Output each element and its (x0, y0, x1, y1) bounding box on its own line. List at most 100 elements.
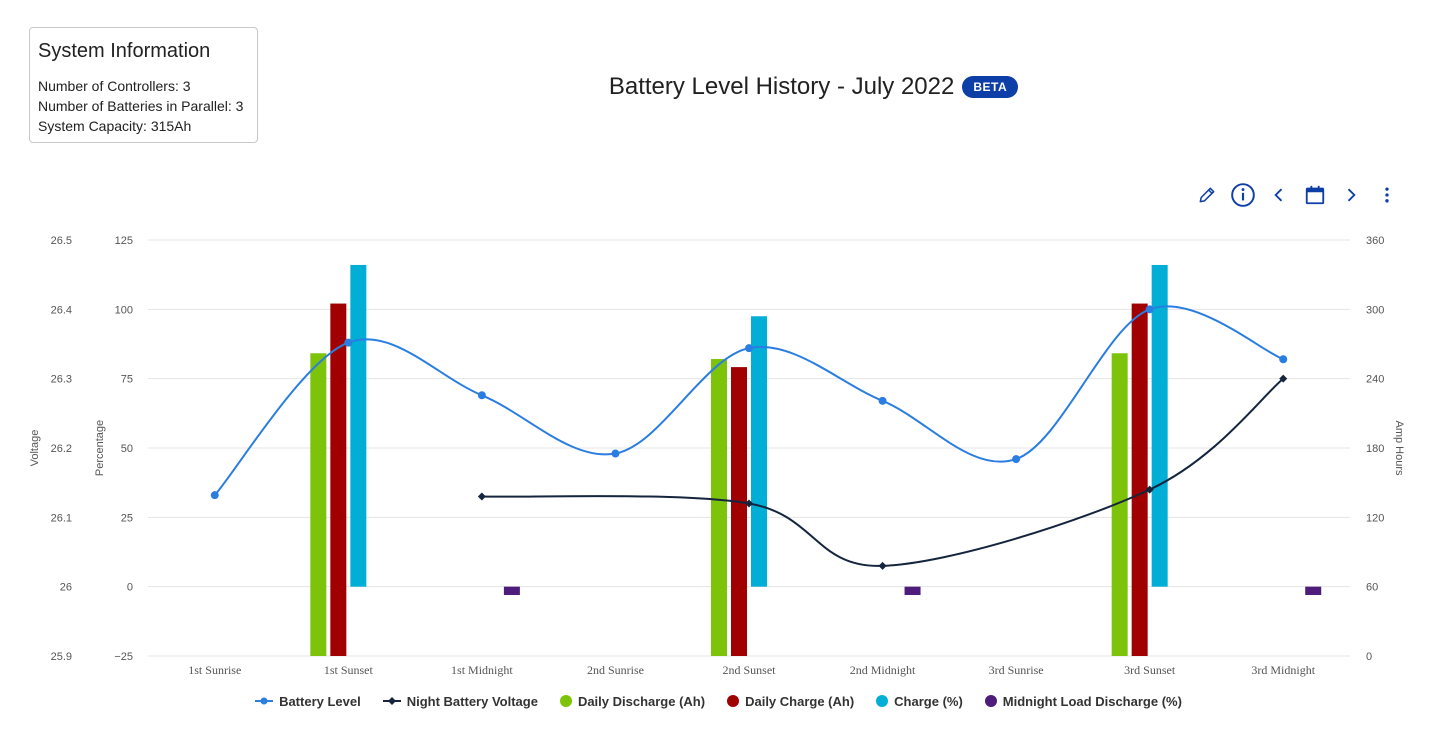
bar-daily-charge-ah (330, 303, 347, 656)
x-tick-label: 2nd Sunrise (587, 663, 644, 677)
legend-label: Daily Charge (Ah) (745, 693, 855, 709)
voltage-axis-label: Voltage (29, 430, 41, 467)
legend-label: Charge (%) (894, 693, 963, 709)
beta-badge: BETA (962, 76, 1019, 98)
legend-item-night-battery-voltage[interactable]: Night Battery Voltage (382, 693, 538, 709)
voltage-tick-label: 26 (60, 582, 72, 594)
battery-level-point (210, 491, 219, 500)
next-month-button[interactable] (1336, 180, 1366, 210)
voltage-tick-label: 25.9 (51, 651, 72, 663)
chart-toolbar (1190, 180, 1400, 210)
night-battery-voltage-point (745, 499, 753, 508)
x-tick-label: 1st Sunset (324, 663, 374, 677)
legend-marker (255, 697, 274, 705)
amp-hours-tick-label: 360 (1366, 235, 1384, 247)
more-vertical-icon (1385, 187, 1389, 203)
bar-midnight-load-discharge (904, 586, 921, 595)
system-capacity: System Capacity: 315Ah (38, 118, 192, 134)
amp-hours-tick-label: 120 (1366, 512, 1384, 524)
edit-button[interactable] (1192, 180, 1222, 210)
legend-marker (382, 697, 401, 705)
x-tick-label: 3rd Sunrise (989, 663, 1044, 677)
legend-label: Night Battery Voltage (406, 693, 538, 709)
x-tick-label: 1st Midnight (451, 663, 513, 677)
chart-header: Battery Level History - July 2022 BETA (0, 70, 1437, 104)
night-battery-voltage-point (1145, 485, 1154, 494)
voltage-tick-label: 26.5 (51, 235, 72, 247)
amp-hours-tick-label: 240 (1366, 374, 1384, 386)
bar-daily-discharge-ah (1111, 353, 1128, 656)
info-button[interactable] (1228, 180, 1258, 210)
voltage-tick-label: 26.1 (51, 512, 72, 524)
night-battery-voltage-point (878, 561, 887, 570)
chevron-left-icon (1274, 188, 1283, 202)
calendar-button[interactable] (1300, 180, 1330, 210)
percentage-tick-label: 25 (121, 512, 133, 524)
x-tick-label: 3rd Sunset (1124, 663, 1176, 677)
legend-marker (559, 695, 572, 707)
bar-charge (1151, 264, 1168, 587)
percentage-tick-label: 75 (121, 374, 133, 386)
percentage-tick-label: 125 (115, 235, 133, 247)
controllers-count: Number of Controllers: 3 (38, 78, 191, 94)
bar-midnight-load-discharge (1305, 586, 1322, 595)
battery-level-point (477, 391, 486, 400)
info-icon (1231, 183, 1255, 207)
legend-item-battery-level[interactable]: Battery Level (255, 694, 361, 709)
previous-month-button[interactable] (1264, 180, 1294, 210)
legend-marker (984, 695, 997, 707)
legend-item-daily-charge-ah[interactable]: Daily Charge (Ah) (727, 694, 854, 709)
battery-level-point (611, 449, 620, 458)
chart-title: Battery Level History - July 2022 (608, 73, 955, 100)
percentage-tick-label: −25 (114, 651, 133, 663)
more-options-button[interactable] (1372, 180, 1402, 210)
chart-legend: Battery Level Night Battery Voltage Daily … (0, 690, 1437, 712)
legend-marker (727, 695, 740, 707)
percentage-tick-label: 0 (127, 582, 133, 594)
bar-charge (751, 316, 767, 587)
night-battery-voltage-point (1279, 374, 1288, 383)
battery-level-point (1012, 455, 1021, 464)
battery-level-point (1279, 355, 1288, 364)
amp-hours-tick-label: 300 (1366, 304, 1384, 316)
x-tick-label: 3rd Midnight (1251, 663, 1315, 677)
legend-label: Battery Level (279, 693, 361, 709)
voltage-tick-label: 26.2 (51, 443, 72, 455)
batteries-count: Number of Batteries in Parallel: 3 (38, 98, 244, 114)
chevron-right-icon (1347, 188, 1356, 202)
legend-label: Midnight Load Discharge (%) (1002, 693, 1182, 709)
bar-charge (350, 264, 367, 587)
bar-daily-charge-ah (731, 367, 747, 656)
legend-item-charge[interactable]: Charge (%) (876, 694, 963, 709)
bar-daily-discharge-ah (310, 353, 327, 656)
amp-hours-tick-label: 180 (1366, 443, 1384, 455)
legend-item-midnight-load-discharge[interactable]: Midnight Load Discharge (%) (984, 693, 1182, 709)
pencil-icon (1199, 187, 1215, 203)
battery-level-point (878, 396, 887, 405)
system-information-card: System Information Number of Controllers… (29, 27, 258, 143)
bar-daily-charge-ah (1131, 303, 1148, 656)
percentage-tick-label: 100 (115, 304, 133, 316)
amp-hours-tick-label: 60 (1366, 582, 1378, 594)
voltage-tick-label: 26.3 (51, 374, 72, 386)
x-tick-label: 1st Sunrise (188, 663, 241, 677)
night-battery-voltage-point (477, 492, 486, 501)
battery-level-point (344, 338, 353, 347)
battery-level-point (1145, 305, 1154, 314)
system-information-title: System Information (38, 40, 211, 62)
legend-label: Daily Discharge (Ah) (577, 693, 706, 709)
bar-midnight-load-discharge (503, 586, 520, 595)
amp-hours-axis-label: Amp Hours (1393, 420, 1405, 476)
amp-hours-tick-label: 0 (1366, 651, 1372, 663)
percentage-axis-label: Percentage (94, 420, 106, 476)
voltage-tick-label: 26.4 (51, 304, 72, 316)
calendar-icon (1305, 185, 1325, 205)
bar-daily-discharge-ah (711, 359, 727, 656)
x-tick-label: 2nd Sunset (722, 663, 776, 677)
battery-level-point (745, 344, 753, 353)
percentage-tick-label: 50 (121, 443, 133, 455)
legend-marker (876, 695, 889, 707)
legend-item-daily-discharge-ah[interactable]: Daily Discharge (Ah) (559, 693, 706, 709)
x-tick-label: 2nd Midnight (850, 663, 916, 677)
